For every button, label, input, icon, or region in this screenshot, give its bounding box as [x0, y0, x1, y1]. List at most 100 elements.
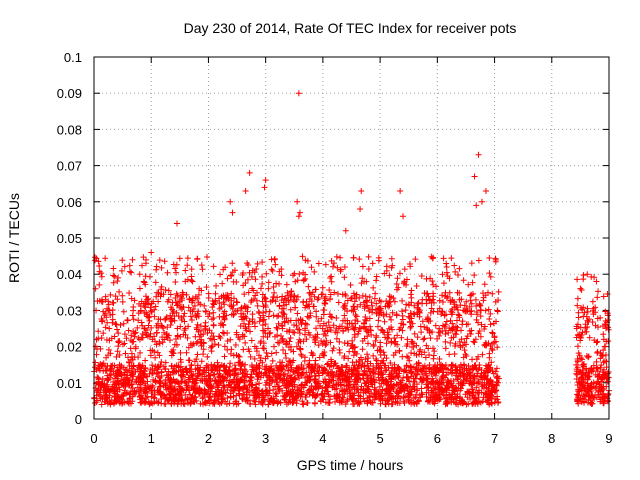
data-point	[248, 373, 255, 380]
data-point	[411, 302, 418, 309]
data-point	[216, 305, 223, 312]
data-point	[265, 313, 272, 320]
data-point	[586, 316, 593, 323]
data-point	[269, 357, 276, 364]
data-point	[248, 374, 255, 381]
data-point	[464, 375, 471, 382]
data-point	[337, 266, 344, 273]
data-point	[276, 280, 283, 287]
data-point	[284, 391, 291, 398]
data-point	[475, 394, 482, 401]
data-point	[362, 356, 369, 363]
data-point	[142, 389, 149, 396]
data-point	[141, 325, 148, 332]
data-point	[197, 400, 204, 407]
data-point	[263, 349, 270, 356]
data-point	[245, 262, 252, 269]
data-point	[173, 368, 180, 375]
data-point	[597, 350, 604, 357]
data-point	[151, 388, 158, 395]
data-point	[588, 401, 595, 408]
data-point	[574, 371, 581, 378]
data-point	[304, 390, 311, 397]
data-point	[290, 399, 297, 406]
data-point	[495, 379, 502, 386]
data-point	[423, 296, 430, 303]
data-point	[252, 276, 259, 283]
data-point	[152, 303, 159, 310]
data-point	[283, 384, 290, 391]
data-point	[418, 376, 425, 383]
data-point	[585, 318, 592, 325]
data-point	[198, 262, 205, 269]
data-point	[359, 338, 366, 344]
data-point	[429, 379, 436, 386]
data-point	[342, 325, 349, 332]
data-point	[579, 356, 586, 363]
data-point	[246, 401, 253, 408]
data-point	[226, 302, 233, 309]
data-point	[414, 387, 421, 394]
data-point	[273, 349, 280, 356]
data-point	[283, 363, 290, 370]
data-point	[336, 397, 343, 404]
data-point	[159, 392, 166, 399]
data-point	[318, 338, 325, 345]
data-point	[386, 272, 393, 279]
data-point	[465, 400, 472, 407]
data-point	[443, 263, 450, 270]
data-point	[365, 253, 372, 260]
data-point	[452, 330, 459, 337]
data-point	[135, 373, 142, 380]
data-point	[159, 323, 166, 330]
data-point	[312, 286, 319, 293]
data-point	[135, 317, 142, 324]
data-point	[329, 347, 336, 354]
data-point	[164, 372, 171, 379]
data-point	[242, 323, 249, 330]
data-point	[411, 330, 418, 337]
data-point	[326, 378, 333, 385]
data-point	[287, 388, 294, 395]
data-point	[263, 389, 270, 396]
data-point	[594, 348, 601, 355]
data-point	[376, 305, 383, 312]
data-point	[287, 317, 294, 324]
data-point	[313, 313, 320, 320]
data-point	[144, 393, 151, 400]
data-point	[428, 305, 435, 312]
data-point	[394, 332, 401, 339]
data-point	[461, 339, 468, 346]
data-point	[219, 396, 226, 403]
data-point	[404, 383, 411, 390]
data-point	[259, 273, 266, 280]
data-point	[274, 379, 281, 386]
data-point	[195, 308, 202, 315]
data-point	[224, 330, 231, 337]
data-point	[119, 292, 126, 299]
data-point	[412, 375, 419, 382]
data-point	[129, 256, 136, 263]
data-point	[428, 253, 435, 260]
data-point	[204, 253, 211, 260]
data-point	[449, 320, 456, 327]
data-point	[286, 344, 293, 351]
data-point	[304, 257, 311, 264]
data-point	[243, 303, 250, 310]
data-point	[598, 362, 605, 369]
data-point	[296, 330, 303, 337]
data-point	[577, 334, 584, 341]
data-point	[487, 310, 494, 317]
data-point	[454, 324, 461, 331]
chart-title: Day 230 of 2014, Rate Of TEC Index for r…	[184, 20, 517, 36]
data-point	[147, 366, 154, 373]
data-point	[242, 187, 249, 194]
data-point	[148, 300, 155, 307]
data-point	[158, 264, 165, 271]
data-point	[188, 266, 195, 273]
data-point	[224, 337, 231, 344]
data-point	[179, 396, 186, 403]
data-point	[469, 392, 476, 399]
data-point	[149, 336, 156, 343]
